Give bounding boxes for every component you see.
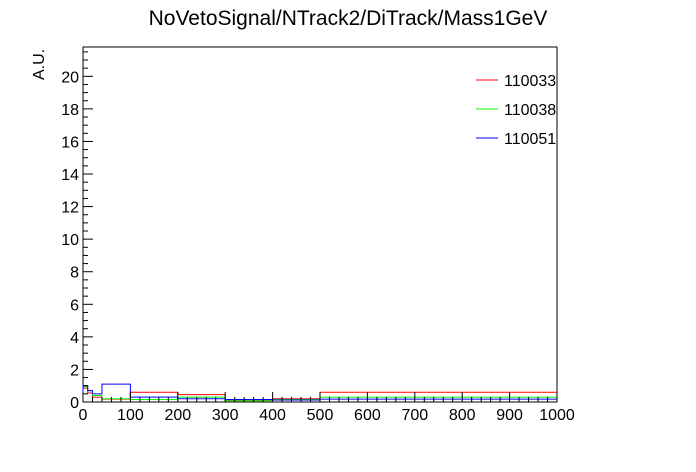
x-tick-label: 800 [449, 407, 476, 424]
legend-label-110038: 110038 [504, 102, 556, 119]
x-tick-label: 1000 [539, 407, 575, 424]
y-tick-label: 18 [61, 102, 79, 119]
x-tick-label: 600 [354, 407, 381, 424]
y-tick-label: 16 [61, 134, 79, 151]
y-tick-label: 14 [61, 167, 79, 184]
legend-label-110051: 110051 [504, 131, 556, 148]
x-tick-label: 0 [79, 407, 88, 424]
series-110033-line [82, 387, 558, 402]
y-tick-label: 10 [61, 232, 79, 249]
x-tick-label: 400 [259, 407, 286, 424]
chart-title: NoVetoSignal/NTrack2/DiTrack/Mass1GeV [149, 7, 548, 30]
x-tick-label: 300 [212, 407, 239, 424]
x-tick-label: 200 [164, 407, 191, 424]
y-tick-label: 4 [70, 330, 79, 347]
y-tick-label: 0 [70, 395, 79, 412]
axis-layer: 0 100 200 300 400 500 600 700 800 900 1000 0 2 4 6 8 10 1… [61, 51, 575, 424]
y-axis-label: A.U. [31, 49, 48, 80]
series-110051-line [82, 383, 558, 402]
x-tick-label: 900 [496, 407, 523, 424]
y-tick-label: 12 [61, 200, 79, 217]
x-tick-label: 700 [401, 407, 428, 424]
y-tick-label: 20 [61, 69, 79, 86]
legend: 110033 110038 110051 [476, 73, 556, 148]
x-tick-label: 500 [307, 407, 334, 424]
plot-frame [82, 46, 558, 403]
y-tick-label: 2 [70, 362, 79, 379]
y-tick-label: 8 [70, 265, 79, 282]
legend-label-110033: 110033 [504, 73, 556, 90]
series-layer [82, 383, 558, 402]
y-tick-label: 6 [70, 297, 79, 314]
x-tick-label: 100 [117, 407, 144, 424]
